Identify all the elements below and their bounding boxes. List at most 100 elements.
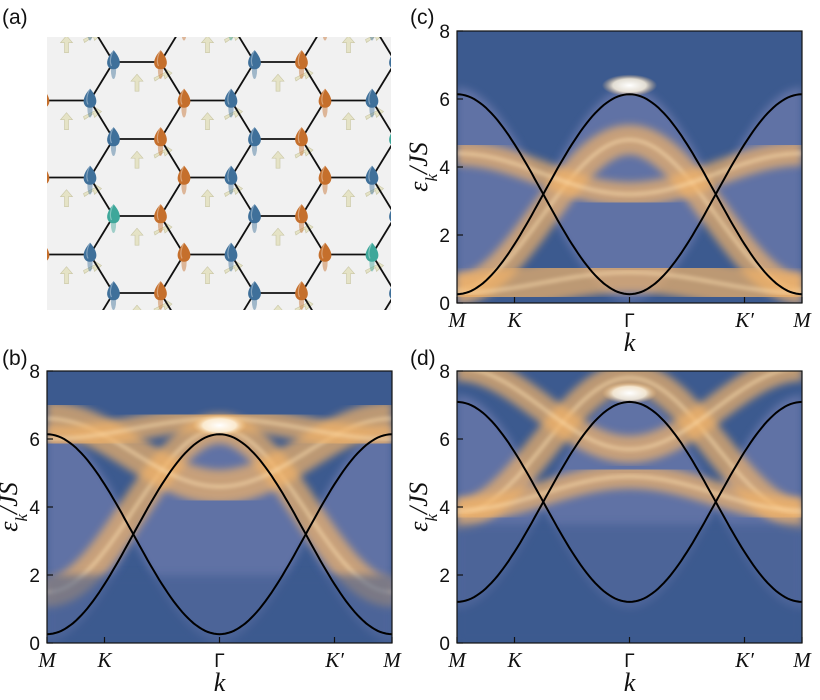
spin-cone: [177, 88, 191, 118]
spin-cone: [318, 88, 332, 118]
spin-cone: [248, 126, 261, 156]
spin-cone: [648, 320, 661, 349]
spin-cone: [389, 56, 391, 68]
spin-cone: [83, 165, 97, 195]
lattice-bond: [371, 254, 391, 288]
spectral-band-core: [457, 138, 802, 291]
x-tick-label: Γ: [624, 651, 634, 672]
spin-arrow: [59, 112, 74, 130]
lattice-bond: [90, 332, 114, 371]
x-axis-label: k: [214, 668, 226, 697]
lattice-bond: [725, 332, 749, 371]
lattice-bond: [159, 292, 172, 310]
lattice-bond: [584, 332, 608, 371]
lattice-bond: [300, 292, 313, 310]
spin-cone: [365, 242, 379, 272]
y-tick-label: 2: [439, 226, 450, 247]
spin-cone: [369, 37, 375, 41]
spin-cone: [13, 281, 26, 310]
lattice-bond: [379, 37, 391, 57]
spin-cone: [83, 88, 97, 118]
lattice-bond: [513, 332, 537, 371]
spectrum-panel-c: 0 2 4 6 8 M K Γ K′ Mk εk/JS: [404, 22, 812, 357]
spin-cone: [365, 165, 379, 195]
spin-arrow: [413, 74, 425, 91]
spin-cone: [389, 210, 391, 222]
spectral-heatmap: [457, 371, 802, 643]
spin-cone: [812, 204, 820, 233]
lattice-bond: [654, 332, 678, 371]
spin-cone: [248, 49, 261, 79]
spin-cone: [228, 37, 234, 41]
spin-cone: [154, 126, 167, 156]
spin-arrow: [0, 305, 2, 322]
spin-cone: [224, 88, 238, 118]
spectral-heatmap: [47, 371, 392, 643]
y-tick-label: 0: [29, 634, 40, 655]
spin-arrow: [132, 304, 142, 310]
spin-cone: [37, 12, 50, 41]
spectral-band-core: [457, 376, 802, 515]
spin-cone: [83, 242, 97, 272]
panel-label-b: (b): [2, 347, 28, 370]
spin-arrow: [273, 304, 283, 310]
spin-cone: [601, 320, 614, 349]
spin-arrow: [0, 228, 2, 245]
continuum-region: [457, 395, 802, 609]
y-tick-label: 6: [439, 90, 450, 111]
x-tick-label: K′: [324, 648, 344, 672]
spin-cone: [295, 126, 308, 156]
lattice-bond: [243, 292, 256, 310]
lattice-bond: [231, 332, 255, 371]
spin-arrow: [343, 344, 355, 361]
spin-cone: [225, 320, 238, 349]
magnon-band-lower: [47, 433, 392, 636]
spectral-band-core: [457, 152, 802, 196]
spin-cone: [322, 37, 328, 41]
spectrum-panel-d: 0 2 4 6 8 M K Γ K′ Mk εk/JS: [404, 362, 812, 697]
spin-arrow: [484, 344, 496, 361]
spin-cone: [248, 280, 261, 310]
hot-spot: [601, 74, 658, 97]
spin-cone: [154, 49, 167, 79]
y-axis-label: εk/JS: [0, 482, 31, 532]
spin-cone: [178, 320, 191, 349]
lattice-bond: [20, 178, 44, 217]
spin-arrow: [341, 37, 356, 53]
spin-arrow: [507, 338, 525, 351]
lattice-bond: [20, 101, 44, 140]
lattice-bond: [102, 292, 115, 310]
spin-cone: [107, 126, 120, 156]
spin-cone: [177, 242, 191, 272]
low-energy-region: [457, 524, 802, 643]
spin-cone: [224, 242, 238, 272]
spin-cone: [87, 37, 93, 41]
spin-cone: [365, 88, 379, 118]
spin-arrow: [59, 189, 74, 207]
spin-cone: [224, 165, 238, 195]
lattice-bond: [795, 332, 819, 371]
spin-cone: [154, 203, 167, 233]
y-tick-label: 8: [439, 362, 450, 383]
spectral-band-core: [475, 371, 784, 451]
spin-cone: [84, 320, 97, 349]
spectral-band-core: [457, 475, 802, 512]
spin-arrow: [436, 68, 454, 81]
spin-cone: [177, 165, 191, 195]
panel-label-d: (d): [410, 347, 436, 370]
spectral-band-core: [457, 271, 802, 294]
lattice-bond: [20, 24, 44, 63]
y-tick-label: 6: [439, 430, 450, 451]
lattice-bond: [20, 216, 44, 255]
x-tick-label: M: [382, 648, 402, 672]
spin-cone: [389, 133, 391, 145]
spin-cone: [436, 127, 449, 156]
spin-arrow: [59, 266, 74, 284]
x-tick-label: Γ: [214, 651, 224, 672]
spin-cone: [389, 287, 391, 299]
lattice-bond: [371, 100, 391, 134]
spin-cone: [37, 320, 50, 349]
spin-cone: [13, 127, 26, 156]
spin-cone: [47, 248, 50, 261]
x-axis-label: k: [624, 668, 636, 697]
